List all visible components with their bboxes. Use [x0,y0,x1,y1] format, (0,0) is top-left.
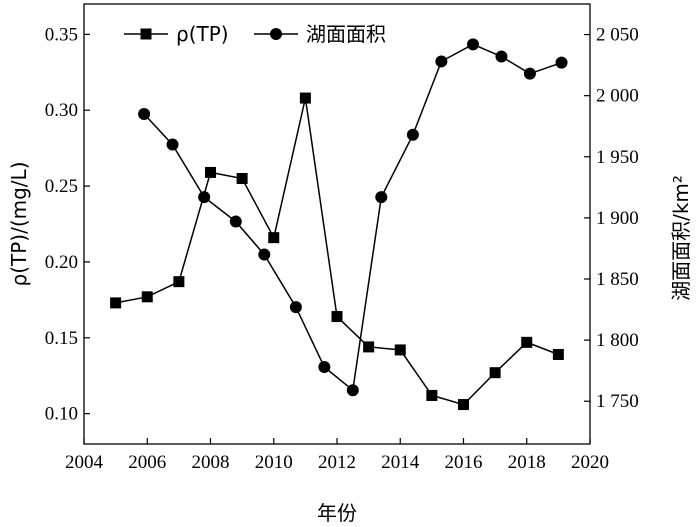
x-tick-label: 2012 [318,452,356,473]
data-point-area [375,191,388,204]
left-y-tick-label: 0.30 [45,100,78,121]
data-point-area [435,55,448,68]
data-point-tp [205,166,216,178]
right-y-tick-label: 1 800 [596,330,639,351]
data-point-area [198,191,211,204]
right-y-axis-title: 湖面面积/km² [669,175,693,301]
data-point-tp [110,297,122,309]
data-point-area [495,50,508,63]
data-point-tp [236,172,248,184]
x-tick-label: 2018 [508,452,546,473]
left-y-axis-title: ρ(TP)/(mg/L) [7,162,31,287]
right-y-tick-label: 1 900 [596,208,639,229]
data-point-tp [552,348,564,360]
data-point-area [318,361,331,373]
data-point-tp [173,276,185,288]
right-y-tick-label: 1 950 [596,147,639,168]
data-point-area [406,128,419,141]
data-point-area [555,56,568,69]
data-point-tp [299,92,311,104]
data-point-area [466,38,479,51]
data-point-tp [394,344,406,356]
right-y-tick-label: 2 050 [596,25,639,46]
x-tick-label: 2006 [128,452,166,473]
x-axis-title: 年份 [317,501,357,525]
data-point-area [289,301,302,314]
legend-area-marker [270,28,282,40]
series-line-area [143,43,562,392]
x-tick-label: 2014 [381,452,420,473]
legend: ρ(TP) 湖面面积 [124,22,386,46]
legend-tp-marker [140,28,152,40]
right-y-tick-label: 2 000 [596,86,639,107]
x-tick-label: 2004 [65,452,104,473]
data-point-tp [458,399,469,411]
data-point-area [346,384,359,397]
data-point-tp [521,336,533,348]
legend-area-label: 湖面面积 [306,22,386,46]
data-point-area [523,67,536,80]
right-y-tick-label: 1 850 [596,269,639,290]
left-y-tick-label: 0.35 [45,24,78,45]
data-point-area [229,215,242,228]
left-y-tick-label: 0.15 [45,328,78,349]
data-point-tp [268,232,280,244]
data-point-tp [363,341,375,353]
series-line-tp [115,97,559,406]
legend-tp-label: ρ(TP) [176,22,229,46]
left-y-tick-label: 0.25 [45,176,78,197]
data-point-tp [426,389,438,401]
data-point-tp [489,367,501,379]
left-y-tick-label: 0.20 [45,252,78,273]
x-axis-ticks: 2004 2006 2008 2010 2012 2014 2016 2018 2020 [65,438,609,473]
x-tick-label: 2020 [571,452,609,473]
series-layer [110,38,568,411]
data-point-tp [331,311,343,323]
right-y-axis-ticks: 1 750 1 800 1 850 1 900 1 950 2 000 2 050 [584,25,639,412]
x-tick-label: 2008 [192,452,230,473]
data-point-area [166,138,179,151]
left-y-axis-ticks: 0.10 0.15 0.20 0.25 0.30 0.35 [45,24,90,425]
data-point-area [258,248,271,261]
x-tick-label: 2016 [445,452,483,473]
right-y-tick-label: 1 750 [596,391,639,412]
data-point-tp [141,291,153,303]
left-y-tick-label: 0.10 [45,404,78,425]
x-tick-label: 2010 [255,452,293,473]
data-point-area [138,108,151,120]
